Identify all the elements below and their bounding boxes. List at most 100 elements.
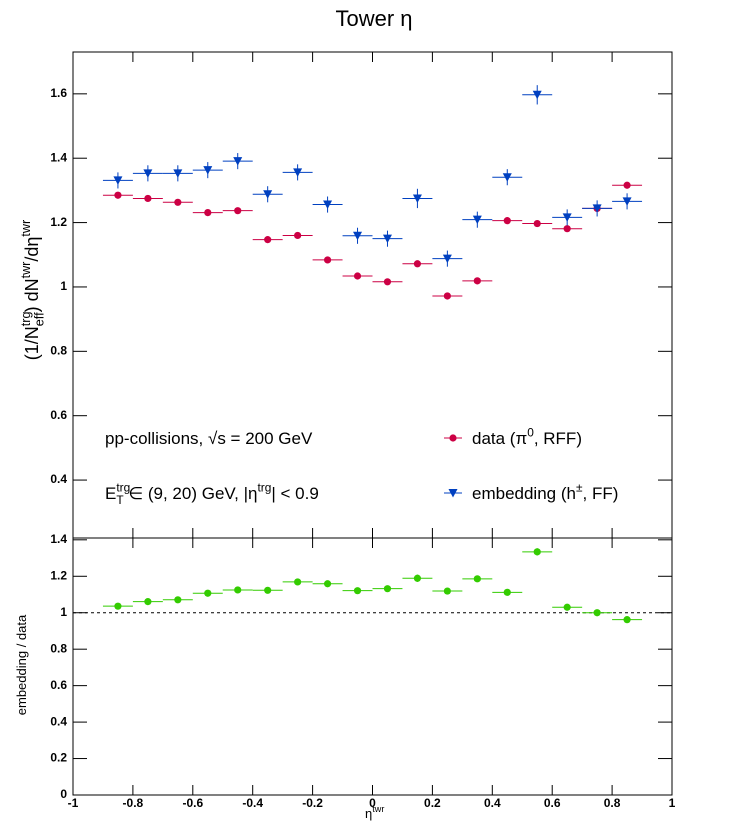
marker <box>623 616 631 624</box>
marker <box>234 207 242 215</box>
marker <box>204 589 212 597</box>
marker <box>294 578 302 586</box>
text-part: twr <box>19 220 33 237</box>
marker <box>353 272 362 280</box>
text-part: trg <box>116 480 130 494</box>
text-part: T <box>116 493 123 507</box>
chart-title: Tower η <box>335 6 412 31</box>
y-axis-label: (1/Ntrgeff) dNtwr/dηtwr <box>19 220 47 360</box>
text-part: ± <box>576 480 583 494</box>
y-tick-label: 0 <box>60 787 67 801</box>
text-part: E <box>105 484 116 503</box>
marker <box>263 190 273 199</box>
y-tick-label: 0.4 <box>50 714 67 728</box>
text-part: twr <box>19 262 33 279</box>
marker <box>592 204 602 213</box>
text-part: , FF) <box>583 484 619 503</box>
marker <box>413 260 422 268</box>
x-tick-label: 1 <box>669 796 676 810</box>
marker <box>532 90 542 100</box>
text-part: twr <box>372 804 384 814</box>
x-axis-label: ηtwr <box>365 804 384 821</box>
marker <box>562 213 572 222</box>
marker <box>353 231 363 241</box>
marker <box>593 609 601 617</box>
marker <box>563 603 571 611</box>
y-tick-label: 0.6 <box>50 678 67 692</box>
y-tick-label: 0.8 <box>50 641 67 655</box>
legend-marker <box>448 489 458 498</box>
y-tick-label: 1.2 <box>50 568 67 582</box>
marker <box>473 575 481 583</box>
text-part: data (π <box>472 429 527 448</box>
series <box>102 85 643 267</box>
text-part: | < 0.9 <box>271 484 318 503</box>
marker <box>143 169 153 178</box>
marker <box>382 234 392 244</box>
marker <box>293 168 303 177</box>
x-tick-label: -1 <box>68 796 79 810</box>
marker <box>173 169 183 178</box>
marker <box>174 198 182 206</box>
text-part: trg <box>19 312 33 327</box>
text-part: (1/N <box>22 326 42 360</box>
y-tick-label: 0.4 <box>50 472 67 486</box>
x-tick-label: -0.2 <box>302 796 323 810</box>
marker <box>503 588 511 596</box>
legend-label: data (π0, RFF) <box>472 425 582 448</box>
text-part: embedding (h <box>472 484 576 503</box>
marker <box>144 194 152 203</box>
text-part: /dη <box>22 237 42 262</box>
annotation: pp-collisions, √s = 200 GeV <box>105 429 313 448</box>
marker <box>472 215 482 225</box>
marker <box>114 191 122 199</box>
marker <box>204 209 212 217</box>
plot-frame <box>72 51 673 539</box>
marker <box>412 194 422 203</box>
marker <box>174 596 182 604</box>
x-tick-label: 0.4 <box>484 796 501 810</box>
y-tick-label: 0.6 <box>50 408 67 422</box>
marker <box>563 225 571 233</box>
text-part: η <box>365 806 372 821</box>
marker <box>144 598 152 606</box>
marker <box>203 166 213 175</box>
marker <box>623 181 631 189</box>
y-tick-label: 1.6 <box>50 86 67 100</box>
text-part: pp-collisions, √s = 200 GeV <box>105 429 313 448</box>
marker <box>113 176 123 185</box>
marker <box>622 197 632 206</box>
x-tick-label: -0.8 <box>123 796 144 810</box>
text-part: eff <box>32 312 46 326</box>
x-tick-label: 0 <box>369 796 376 810</box>
marker <box>323 256 332 264</box>
marker <box>503 217 511 225</box>
y-tick-label: 1.4 <box>50 532 67 546</box>
annotation: Etrg T ∈ (9, 20) GeV, |ηtrg| < 0.9 <box>105 480 319 507</box>
marker <box>323 580 332 588</box>
marker <box>533 548 541 556</box>
text-part: , RFF) <box>534 429 582 448</box>
marker <box>114 602 122 610</box>
marker <box>443 292 451 300</box>
text-part: ) dN <box>22 278 42 312</box>
marker <box>502 173 512 182</box>
marker <box>443 587 451 595</box>
x-tick-label: 0.8 <box>604 796 621 810</box>
marker <box>473 277 481 285</box>
series <box>102 548 643 624</box>
marker <box>264 236 272 244</box>
marker <box>234 586 242 594</box>
text-part: ∈ (9, 20) GeV, |η <box>124 484 258 503</box>
x-tick-label: 0.2 <box>424 796 441 810</box>
marker <box>533 219 541 228</box>
series <box>102 181 643 300</box>
y-axis-label: embedding / data <box>14 614 29 715</box>
text-part: trg <box>258 480 272 494</box>
marker <box>442 254 452 264</box>
marker <box>233 157 243 166</box>
x-tick-label: -0.4 <box>242 796 263 810</box>
text-part: 0 <box>527 425 534 439</box>
plot-frame <box>72 537 673 796</box>
